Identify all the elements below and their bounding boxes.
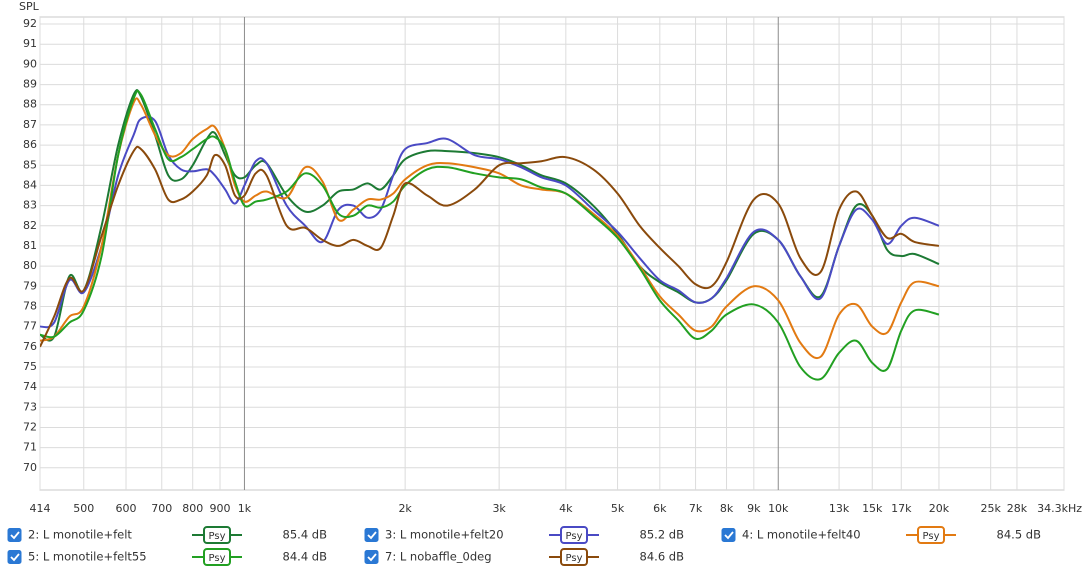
y-tick-label: 78 — [23, 299, 37, 312]
x-tick-label: 414 — [30, 502, 51, 515]
x-tick-label: 17k — [891, 502, 912, 515]
x-tick-label: 3k — [492, 502, 506, 515]
checkbox-box — [7, 550, 22, 564]
legend-checkbox[interactable] — [721, 528, 736, 542]
y-tick-label: 75 — [23, 360, 37, 373]
series-line — [40, 145, 940, 348]
checkbox-check — [367, 553, 377, 562]
button-label: Psy — [923, 531, 940, 542]
x-tick-label: 800 — [182, 502, 203, 515]
x-tick-label: 4k — [559, 502, 573, 515]
y-tick-label: 70 — [23, 461, 37, 474]
y-tick-label: 76 — [23, 340, 37, 353]
x-tick-label: 20k — [929, 502, 950, 515]
legend-label: 3: L monotile+felt20 — [385, 528, 504, 542]
series-line — [40, 90, 940, 381]
y-tick-label: 71 — [23, 441, 37, 454]
plot-area — [39, 16, 1065, 491]
legend-checkbox[interactable] — [7, 550, 22, 564]
legend-checkbox[interactable] — [7, 528, 22, 542]
x-tick-label: 15k — [862, 502, 883, 515]
button-label: Psy — [566, 553, 583, 564]
x-tick-label: 28k — [1007, 502, 1028, 515]
button-label: Psy — [566, 531, 583, 542]
y-tick-label: 73 — [23, 400, 37, 413]
level-value: 84.6 dB — [640, 550, 685, 564]
legend-label: 7: L nobaffle_0deg — [385, 550, 492, 564]
x-tick-label: 2k — [398, 502, 412, 515]
level-value: 84.4 dB — [283, 550, 328, 564]
checkbox-box — [364, 528, 379, 542]
y-tick-label: 74 — [23, 380, 37, 393]
y-tick-label: 83 — [23, 199, 37, 212]
level-value: 85.4 dB — [283, 528, 328, 542]
legend-label: 4: L monotile+felt40 — [742, 528, 861, 542]
x-tick-label: 7k — [689, 502, 703, 515]
legend-entry: 7: L nobaffle_0deg Psy 84.6 dB — [364, 548, 685, 566]
level-value: 85.2 dB — [640, 528, 685, 542]
checkbox-check — [724, 531, 734, 540]
x-tick-label: 8k — [720, 502, 734, 515]
legend-checkbox[interactable] — [364, 550, 379, 564]
checkbox-box — [364, 550, 379, 564]
legend-label: 2: L monotile+felt — [28, 528, 132, 542]
x-tick-label: 25k — [980, 502, 1001, 515]
smoothing-button[interactable]: Psy — [192, 526, 242, 544]
x-tick-label: 600 — [116, 502, 137, 515]
y-tick-label: 90 — [23, 57, 37, 70]
x-tick-label: 1k — [238, 502, 252, 515]
checkbox-check — [10, 531, 20, 540]
x-tick-label: 5k — [611, 502, 625, 515]
x-tick-label: 13k — [829, 502, 850, 515]
x-tick-label: 500 — [73, 502, 94, 515]
y-axis-label: SPL — [19, 0, 40, 13]
checkbox-box — [7, 528, 22, 542]
smoothing-button[interactable]: Psy — [192, 548, 242, 566]
smoothing-button[interactable]: Psy — [906, 526, 956, 544]
x-tick-label: 9k — [747, 502, 761, 515]
button-label: Psy — [209, 553, 226, 564]
legend-entry: 2: L monotile+felt Psy 85.4 dB — [7, 526, 328, 544]
button-box — [203, 526, 231, 544]
x-tick-label: 10k — [768, 502, 789, 515]
smoothing-button[interactable]: Psy — [549, 548, 599, 566]
y-tick-label: 87 — [23, 118, 37, 131]
button-box — [560, 526, 588, 544]
y-tick-label: 80 — [23, 259, 37, 272]
y-tick-label: 88 — [23, 98, 37, 111]
smoothing-button[interactable]: Psy — [549, 526, 599, 544]
button-box — [917, 526, 945, 544]
legend-entry: 4: L monotile+felt40 Psy 84.5 dB — [721, 526, 1042, 544]
button-box — [203, 548, 231, 566]
x-tick-label: 6k — [653, 502, 667, 515]
y-tick-label: 84 — [23, 178, 37, 191]
x-tick-label: 700 — [151, 502, 172, 515]
level-value: 84.5 dB — [997, 528, 1042, 542]
y-tick-label: 72 — [23, 420, 37, 433]
y-tick-label: 85 — [23, 158, 37, 171]
button-box — [560, 548, 588, 566]
checkbox-check — [10, 553, 20, 562]
y-tick-label: 82 — [23, 219, 37, 232]
y-tick-label: 86 — [23, 138, 37, 151]
series-line — [40, 115, 940, 329]
button-label: Psy — [209, 531, 226, 542]
legend-entry: 5: L monotile+felt55 Psy 84.4 dB — [7, 548, 328, 566]
legend-label: 5: L monotile+felt55 — [28, 550, 147, 564]
y-tick-label: 79 — [23, 279, 37, 292]
y-tick-label: 89 — [23, 78, 37, 91]
legend-checkbox[interactable] — [364, 528, 379, 542]
y-tick-label: 81 — [23, 239, 37, 252]
y-tick-label: 77 — [23, 320, 37, 333]
y-tick-label: 91 — [23, 37, 37, 50]
x-tick-label: 900 — [210, 502, 231, 515]
x-tick-label: 34.3kHz — [1037, 502, 1082, 515]
legend-entry: 3: L monotile+felt20 Psy 85.2 dB — [364, 526, 685, 544]
checkbox-check — [367, 531, 377, 540]
checkbox-box — [721, 528, 736, 542]
y-tick-label: 92 — [23, 17, 37, 30]
